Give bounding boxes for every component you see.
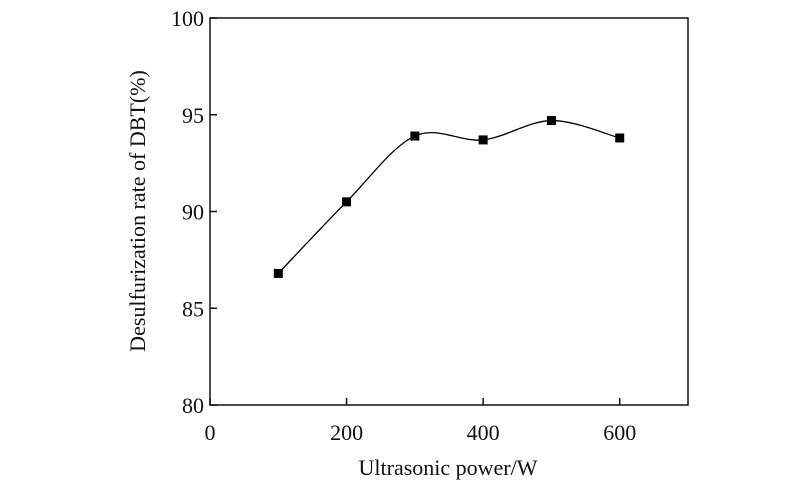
y-tick-label: 85 bbox=[182, 296, 204, 321]
plot-frame bbox=[209, 17, 689, 406]
y-tick-label: 80 bbox=[182, 393, 204, 418]
y-tick-label: 95 bbox=[182, 103, 204, 128]
line bbox=[277, 119, 620, 274]
x-tick-label: 400 bbox=[467, 420, 500, 445]
marker bbox=[273, 268, 283, 278]
x-tick-label: 600 bbox=[603, 420, 636, 445]
marker bbox=[342, 197, 352, 207]
marker bbox=[546, 116, 556, 126]
marker bbox=[615, 133, 625, 143]
marker bbox=[478, 135, 488, 145]
y-axis-label: Desulfurization rate of DBT(%) bbox=[125, 70, 150, 352]
marker bbox=[410, 131, 420, 141]
x-tick-label: 0 bbox=[205, 420, 216, 445]
y-tick-label: 100 bbox=[171, 6, 204, 31]
x-axis-label: Ultrasonic power/W bbox=[359, 455, 538, 480]
y-tick-label: 90 bbox=[182, 200, 204, 225]
x-tick-label: 200 bbox=[330, 420, 363, 445]
